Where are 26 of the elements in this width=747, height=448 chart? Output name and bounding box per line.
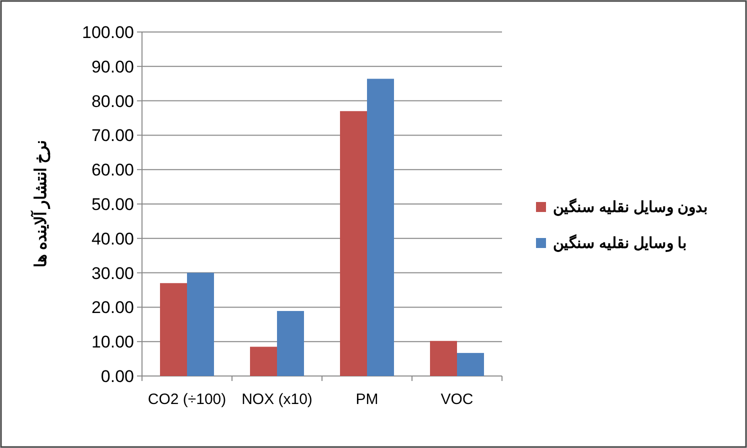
y-tick-label: 50.00 xyxy=(91,195,134,214)
y-tick-label: 0.00 xyxy=(100,367,134,386)
bar xyxy=(187,272,214,376)
y-tick-label: 90.00 xyxy=(91,57,134,76)
y-axis-title: نرخ انتشار آلاینده ها xyxy=(29,140,51,268)
bar xyxy=(340,111,367,376)
x-tick-label: NOX (x10) xyxy=(242,391,312,408)
y-tick-label: 10.00 xyxy=(91,332,134,352)
bar xyxy=(277,310,304,376)
bar xyxy=(367,78,394,376)
bar xyxy=(250,346,277,376)
legend-label: با وسایل نقلیه سنگین xyxy=(553,234,687,252)
x-tick-label: PM xyxy=(356,391,378,408)
bar xyxy=(430,340,457,376)
y-tick-label: 80.00 xyxy=(91,92,134,111)
bar xyxy=(160,283,187,376)
bar xyxy=(457,352,484,376)
legend-label: بدون وسایل نقلیه سنگین xyxy=(553,198,708,216)
x-tick-label: CO2 (÷100) xyxy=(148,391,226,408)
y-tick-label: 60.00 xyxy=(91,160,134,180)
y-tick-label: 70.00 xyxy=(91,126,134,146)
y-tick-label: 100.00 xyxy=(82,23,134,42)
y-tick-label: 40.00 xyxy=(91,229,134,248)
y-tick-label: 30.00 xyxy=(91,264,134,283)
x-tick-label: VOC xyxy=(440,391,474,408)
y-tick-label: 20.00 xyxy=(91,298,134,318)
